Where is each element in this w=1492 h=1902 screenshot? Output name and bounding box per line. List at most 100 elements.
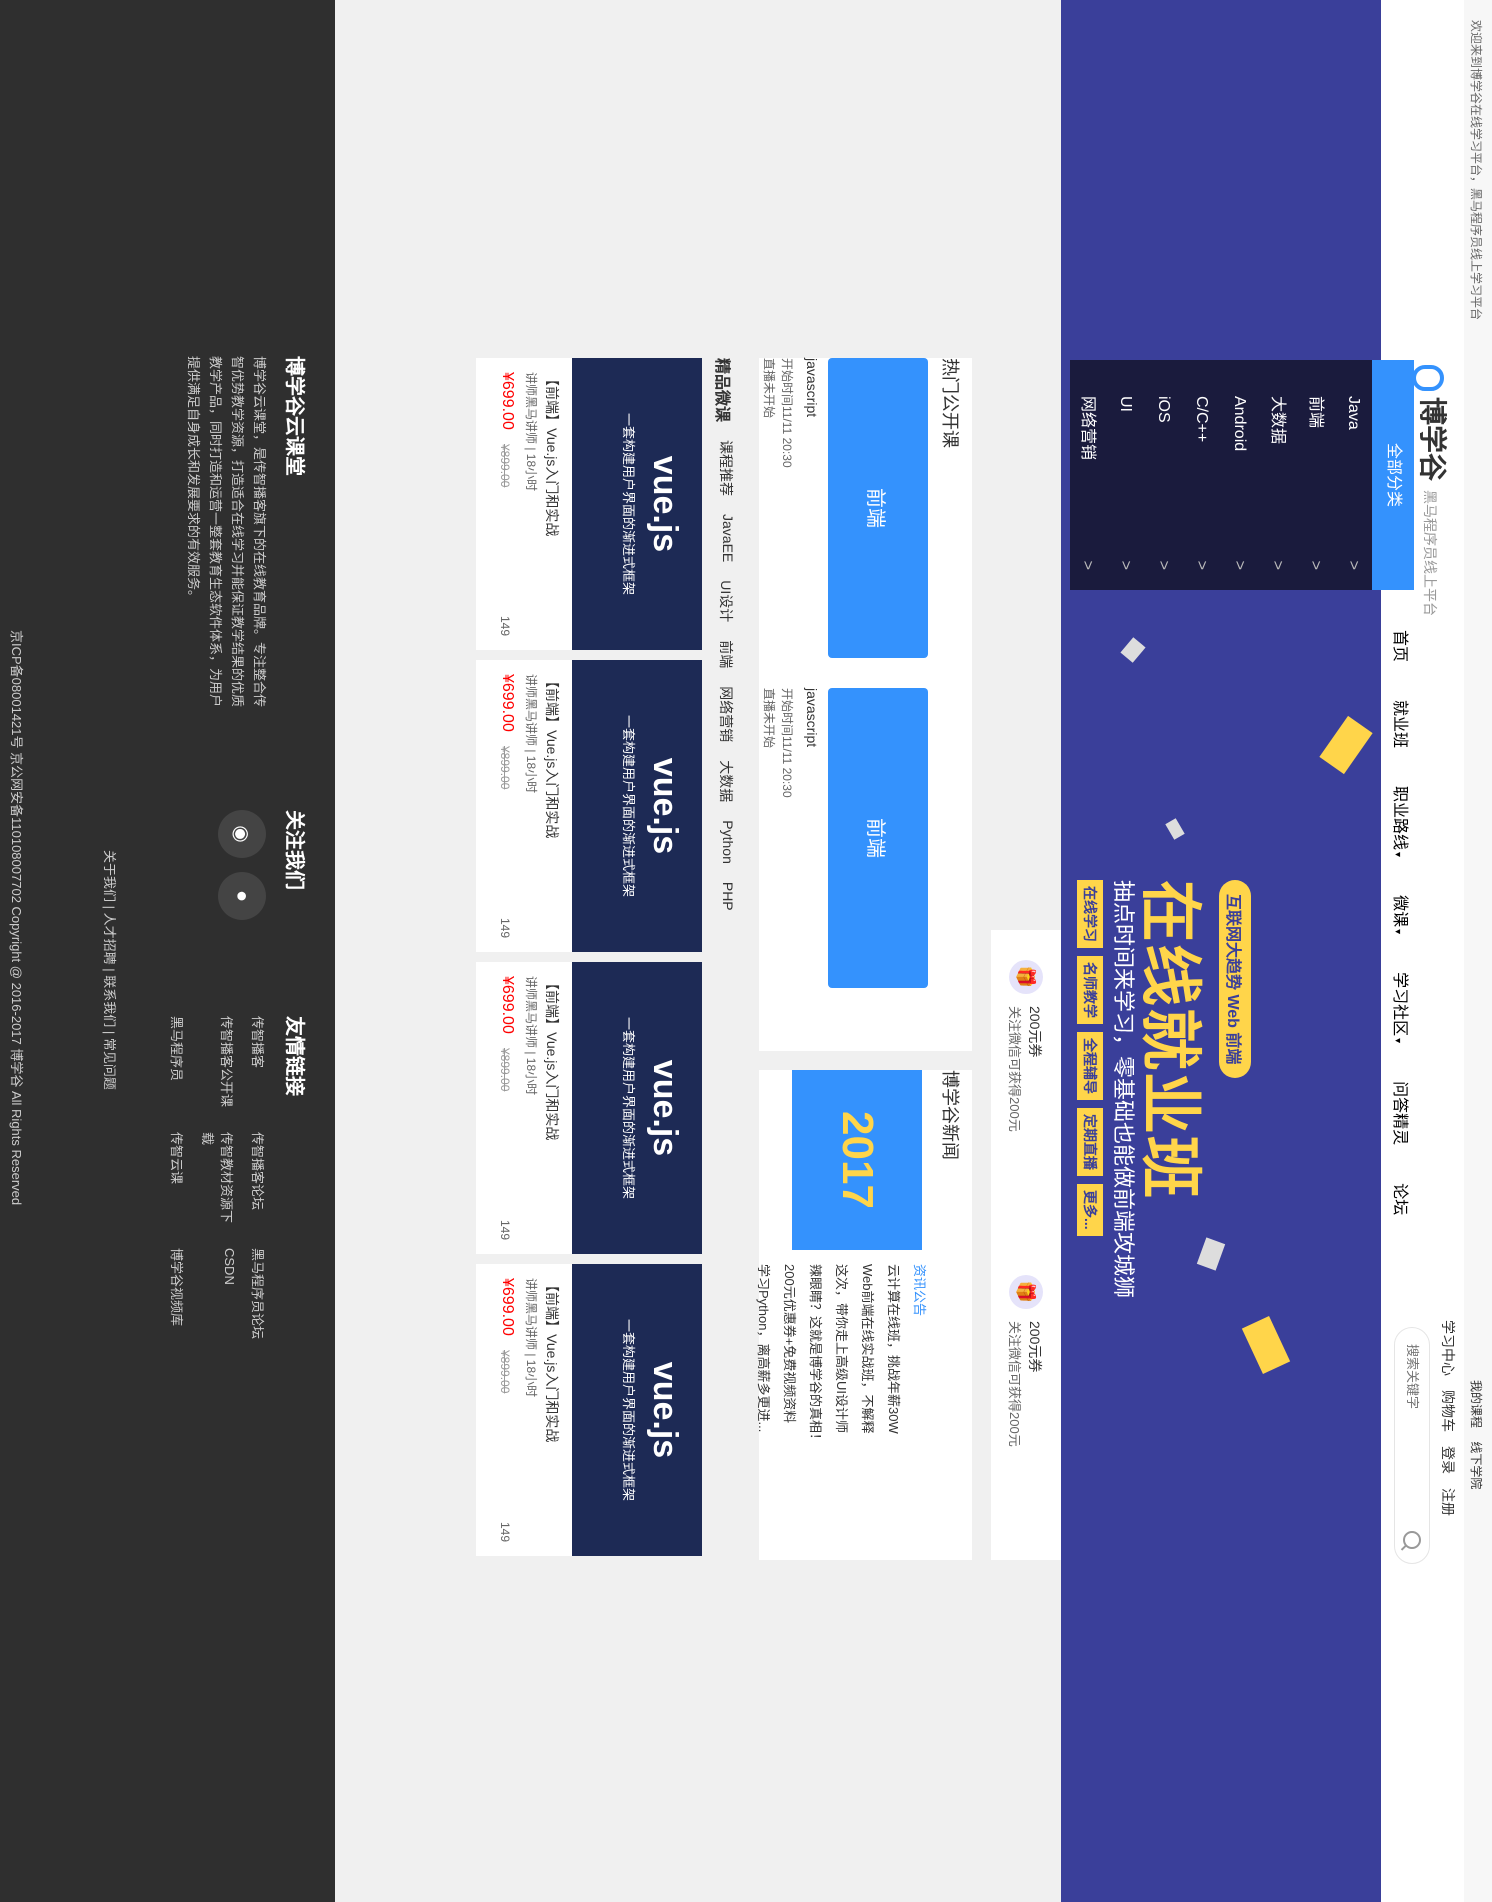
- search-input[interactable]: [1404, 1342, 1421, 1516]
- coupon-title: 200元券: [1027, 1006, 1044, 1058]
- nav-item-home[interactable]: 首页: [1391, 630, 1408, 663]
- category-item[interactable]: 网络营销 >: [1068, 360, 1106, 590]
- nav-label: 微课: [1391, 895, 1408, 928]
- course-tabs: 精品微课 课程推荐 JavaEE UI设计 前端 网络营销 大数据 Python…: [712, 358, 736, 1558]
- friend-link[interactable]: 传智播客: [250, 1016, 265, 1069]
- course-count: 149: [498, 917, 512, 938]
- nav-item-employment[interactable]: 就业班: [1391, 700, 1408, 749]
- tab-javaee[interactable]: JavaEE: [720, 514, 736, 563]
- friend-link[interactable]: 黑马程序员: [169, 1016, 184, 1082]
- category-item[interactable]: 前端 >: [1296, 360, 1334, 590]
- topbar-link[interactable]: 我的课程: [1469, 1380, 1483, 1429]
- class-title: javascript: [804, 358, 820, 418]
- friend-link[interactable]: 黑马程序员论坛: [250, 1248, 265, 1340]
- gift-icon: 🎁: [1009, 1275, 1043, 1309]
- tab-python[interactable]: Python: [720, 820, 736, 864]
- news-item[interactable]: 学习Python，离高薪多更进...: [756, 1264, 771, 1433]
- login-link[interactable]: 登录: [1440, 1446, 1456, 1474]
- course-cover: vue.js 一套构建用户界面的渐进式框架: [572, 358, 702, 650]
- friend-link[interactable]: 传智播客公开课: [219, 1016, 234, 1108]
- news-image[interactable]: 2017: [792, 1070, 922, 1250]
- topbar-link[interactable]: 线下学院: [1469, 1441, 1483, 1490]
- course-title: 【前端】Vue.js入门和实战: [544, 372, 560, 537]
- tab-bigdata[interactable]: 大数据: [718, 760, 734, 803]
- news-item[interactable]: 云计算在线班，挑战年薪30W: [886, 1264, 901, 1434]
- category-item[interactable]: Android >: [1220, 360, 1258, 590]
- topbar: 欢迎来到博学谷在线学习平台，黑马程序员线上学习平台 我的课程 线下学院: [1464, 0, 1492, 1902]
- faq-link[interactable]: 常见问题: [102, 1037, 117, 1090]
- nav-item-micro-course[interactable]: 微课▾: [1384, 895, 1414, 934]
- learning-center-link[interactable]: 学习中心: [1440, 1320, 1456, 1376]
- nav-item-forum[interactable]: 论坛: [1391, 1183, 1408, 1216]
- news-item[interactable]: 这次，带你走上高级UI设计师: [834, 1264, 849, 1434]
- course-count: 149: [498, 1219, 512, 1240]
- coupon-item[interactable]: 🎁 200元券 关注微信可获得200元: [991, 1245, 1061, 1560]
- logo-name: 博学谷: [1417, 397, 1448, 482]
- news-item[interactable]: Web前端在线实战班，不解释: [860, 1264, 875, 1434]
- tab-frontend[interactable]: 前端: [718, 640, 734, 669]
- weibo-icon[interactable]: ◉: [218, 810, 266, 858]
- cover-subtitle: 一套构建用户界面的渐进式框架: [621, 1016, 636, 1199]
- course-card[interactable]: vue.js 一套构建用户界面的渐进式框架 【前端】Vue.js入门和实战 讲师黑…: [476, 660, 702, 952]
- course-price: ¥699.00: [499, 674, 516, 732]
- course-teacher: 讲师黑马讲师 | 18小时: [524, 1278, 538, 1398]
- caret-down-icon: ▾: [1392, 852, 1403, 858]
- nav-item-career-path[interactable]: 职业路线▾: [1384, 786, 1414, 857]
- slogan: 黑马程序员线上平台: [1422, 490, 1438, 616]
- tab-marketing[interactable]: 网络营销: [718, 686, 734, 743]
- news-tabs[interactable]: 资讯公告: [906, 1264, 932, 1446]
- tab-news[interactable]: 资讯: [912, 1264, 927, 1291]
- category-item[interactable]: 大数据 >: [1258, 360, 1296, 590]
- coupon-title: 200元券: [1027, 1321, 1044, 1373]
- category-item[interactable]: iOS >: [1144, 360, 1182, 590]
- register-link[interactable]: 注册: [1440, 1488, 1456, 1516]
- open-class-card[interactable]: 前端 javascript 开始时间11/11 20:30 直播未开始: [762, 358, 928, 658]
- chevron-right-icon: >: [1193, 560, 1210, 570]
- news-item[interactable]: 200元优惠券+免费视频资料: [782, 1264, 797, 1424]
- wechat-icon[interactable]: ●: [218, 872, 266, 920]
- chevron-right-icon: >: [1307, 560, 1324, 570]
- contact-link[interactable]: 联系我们: [102, 975, 117, 1028]
- nav-item-community[interactable]: 学习社区▾: [1384, 972, 1414, 1043]
- friend-link[interactable]: 传智云课: [169, 1132, 184, 1185]
- category-header[interactable]: 全部分类: [1372, 360, 1414, 590]
- hero-tag: 在线学习: [1077, 880, 1103, 948]
- course-card[interactable]: vue.js 一套构建用户界面的渐进式框架 【前端】Vue.js入门和实战 讲师黑…: [476, 358, 702, 650]
- main-nav: 首页 就业班 职业路线▾ 微课▾ 学习社区▾ 问答精灵 论坛: [1384, 630, 1414, 1215]
- cover-subtitle: 一套构建用户界面的渐进式框架: [621, 1318, 636, 1501]
- friend-link[interactable]: 传智教材资源下载: [200, 1132, 234, 1224]
- search-icon[interactable]: [1403, 1531, 1421, 1549]
- course-cover: vue.js 一套构建用户界面的渐进式框架: [572, 962, 702, 1254]
- chevron-right-icon: >: [1345, 560, 1362, 570]
- coupon-item[interactable]: 🎁 200元券 关注微信可获得200元: [991, 930, 1061, 1245]
- hero-banner[interactable]: 互联网大趋势 Web 前端 在线就业班 抽点时间来学习，零基础也能做前端攻城狮 …: [1061, 0, 1381, 1902]
- jobs-link[interactable]: 人才招聘: [102, 912, 117, 965]
- cart-link[interactable]: 购物车: [1440, 1390, 1456, 1432]
- about-us-link[interactable]: 关于我们: [102, 850, 117, 903]
- nav-label: 学习社区: [1391, 972, 1408, 1037]
- class-time: 开始时间11/11 20:30: [780, 688, 794, 798]
- hero-tags: 在线学习 名师教学 全程辅导 定期直播 更多...: [1077, 880, 1103, 1236]
- category-item[interactable]: UI >: [1106, 360, 1144, 590]
- logo-icon: [1412, 365, 1445, 391]
- course-card[interactable]: vue.js 一套构建用户界面的渐进式框架 【前端】Vue.js入门和实战 讲师黑…: [476, 962, 702, 1254]
- tab-ui[interactable]: UI设计: [718, 580, 734, 623]
- friend-link[interactable]: 博学谷视频库: [169, 1248, 184, 1327]
- category-item[interactable]: C/C++ >: [1182, 360, 1220, 590]
- tab-notice[interactable]: 公告: [912, 1290, 927, 1317]
- hero-title: 在线就业班: [1135, 880, 1204, 1201]
- chevron-right-icon: >: [1117, 560, 1134, 570]
- nav-item-qa[interactable]: 问答精灵: [1391, 1081, 1408, 1146]
- tab-php[interactable]: PHP: [720, 881, 736, 911]
- tab-recommend[interactable]: 课程推荐: [718, 440, 734, 497]
- coupon-strip: 🎁 200元券 关注微信可获得200元 🎁 200元券 关注微信可获得200元: [991, 930, 1061, 1560]
- friend-link[interactable]: CSDN: [222, 1248, 237, 1285]
- news-item[interactable]: 辣眼睛？这就是博学谷的真相！: [808, 1264, 823, 1447]
- open-class-panel: 热门公开课 前端 javascript 开始时间11/11 20:30 直播未开…: [759, 358, 972, 1051]
- course-card[interactable]: vue.js 一套构建用户界面的渐进式框架 【前端】Vue.js入门和实战 讲师黑…: [476, 1264, 702, 1556]
- footer-follow: 关注我们 ◉ ●: [218, 810, 311, 920]
- category-item[interactable]: Java >: [1334, 360, 1372, 590]
- open-class-card[interactable]: 前端 javascript 开始时间11/11 20:30 直播未开始: [762, 688, 928, 988]
- friend-link[interactable]: 传智播客论坛: [250, 1132, 265, 1211]
- cover-title: vue.js: [646, 1059, 684, 1157]
